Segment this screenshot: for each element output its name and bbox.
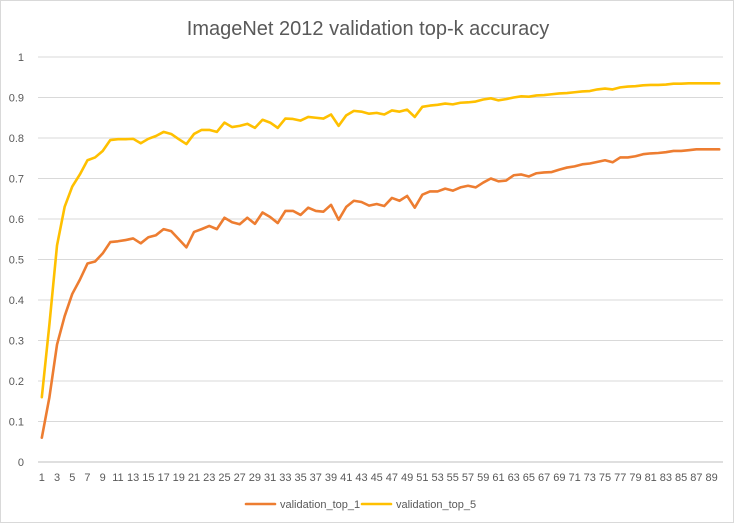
x-tick-label: 69 [553,472,565,484]
y-tick-label: 0.4 [9,295,24,307]
x-tick-label: 75 [599,472,611,484]
legend: validation_top_1 validation_top_5 [244,499,476,511]
x-tick-label: 61 [492,472,504,484]
x-tick-label: 19 [173,472,185,484]
y-tick-label: 0.5 [9,255,24,267]
x-tick-label: 79 [629,472,641,484]
x-tick-label: 59 [477,472,489,484]
x-tick-label: 45 [371,472,383,484]
series-line-validation-top-5 [40,82,721,399]
x-tick-label: 85 [675,472,687,484]
x-axis-ticks: 1 3 5 7 9 11 13 15 17 19 21 23 25 27 29 31 33 35 37 39 41 43 4… [39,472,718,484]
x-tick-label: 77 [614,472,626,484]
y-axis-ticks: 0 0.1 0.2 0.3 0.4 0.5 0.6 0.7 0.8 0.9 1 [9,52,24,469]
x-tick-label: 83 [660,472,672,484]
y-tick-label: 0.2 [9,376,24,388]
x-tick-label: 51 [416,472,428,484]
x-tick-label: 57 [462,472,474,484]
y-tick-label: 0 [18,457,24,469]
x-tick-label: 9 [100,472,106,484]
x-tick-label: 5 [69,472,75,484]
x-tick-label: 33 [279,472,291,484]
x-tick-label: 53 [431,472,443,484]
legend-label: validation_top_1 [280,499,360,511]
x-tick-label: 29 [249,472,261,484]
x-tick-label: 23 [203,472,215,484]
gridlines [38,56,723,422]
x-tick-label: 81 [645,472,657,484]
x-tick-label: 15 [142,472,154,484]
x-tick-label: 89 [705,472,717,484]
x-tick-label: 47 [386,472,398,484]
x-tick-label: 35 [294,472,306,484]
x-tick-label: 37 [310,472,322,484]
x-tick-label: 1 [39,472,45,484]
series-lines [40,82,721,440]
chart-title: ImageNet 2012 validation top-k accuracy [187,18,549,40]
x-tick-label: 7 [84,472,90,484]
x-tick-label: 67 [538,472,550,484]
y-tick-label: 0.1 [9,417,24,429]
x-tick-label: 73 [584,472,596,484]
x-tick-label: 11 [112,472,123,484]
legend-label: validation_top_5 [396,499,476,511]
x-tick-label: 13 [127,472,139,484]
x-tick-label: 49 [401,472,413,484]
x-tick-label: 55 [447,472,459,484]
y-tick-label: 0.8 [9,133,24,145]
x-tick-label: 3 [54,472,60,484]
y-tick-label: 1 [18,52,24,64]
x-tick-label: 25 [218,472,230,484]
x-tick-label: 39 [325,472,337,484]
x-tick-label: 41 [340,472,352,484]
x-tick-label: 63 [508,472,520,484]
x-tick-label: 71 [568,472,580,484]
y-tick-label: 0.9 [9,93,24,105]
y-tick-label: 0.7 [9,174,24,186]
x-tick-label: 31 [264,472,276,484]
y-tick-label: 0.3 [9,336,24,348]
y-tick-label: 0.6 [9,214,24,226]
x-tick-label: 27 [234,472,246,484]
x-tick-label: 65 [523,472,535,484]
x-tick-label: 21 [188,472,200,484]
series-line-validation-top-1 [40,148,721,440]
x-tick-label: 87 [690,472,702,484]
x-tick-label: 17 [157,472,169,484]
x-tick-label: 43 [355,472,367,484]
